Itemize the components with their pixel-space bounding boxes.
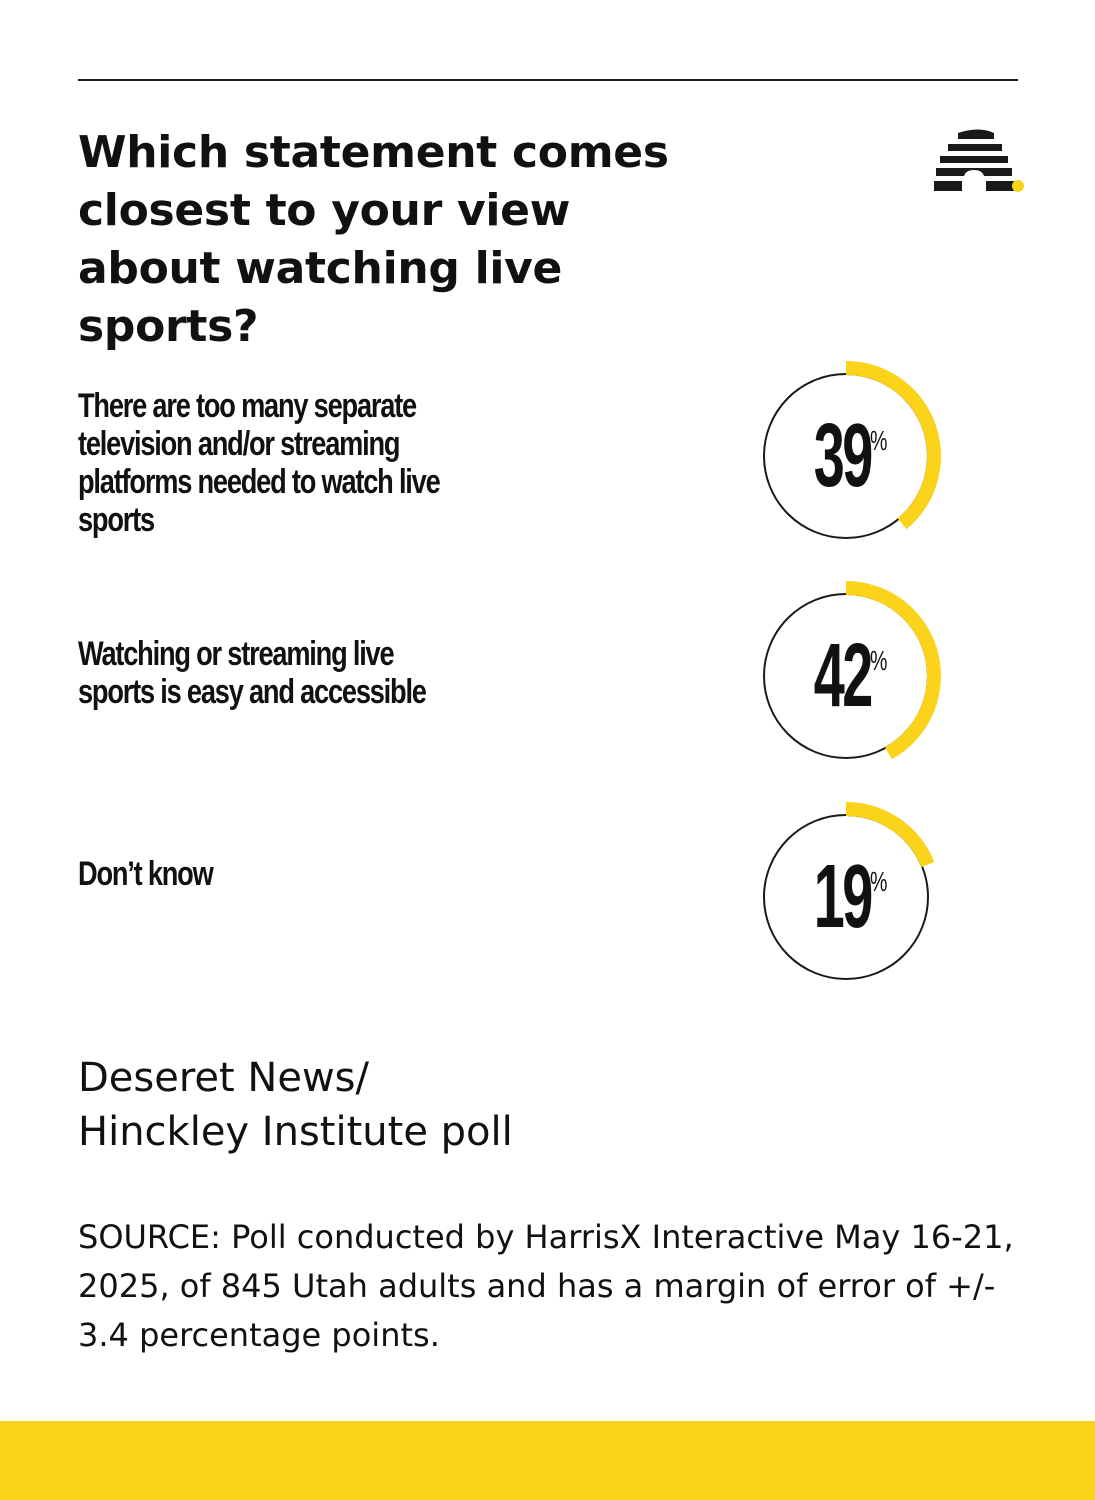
percent-sign-0: % <box>870 425 888 456</box>
percent-sign-1: % <box>870 645 888 676</box>
donut-arc-2 <box>845 802 935 868</box>
beehive-icon <box>934 129 1024 192</box>
percent-value-2: 19 <box>813 847 874 947</box>
donut-1: 42 % <box>746 576 946 776</box>
donut-0: 39 % <box>746 356 946 556</box>
percent-value-0: 39 <box>813 406 874 506</box>
source-note: SOURCE: Poll conducted by HarrisX Intera… <box>78 1218 1014 1354</box>
percent-value-1: 42 <box>813 626 874 726</box>
row-label-1: Watching or streaming live sports is eas… <box>78 635 427 711</box>
page-title: Which statement comes closest to your vi… <box>78 127 669 352</box>
poll-name: Deseret News/ Hinckley Institute poll <box>78 1055 513 1155</box>
donut-arc-0 <box>845 361 941 530</box>
bottom-band <box>0 1421 1095 1500</box>
row-label-0: There are too many separate television a… <box>78 387 441 539</box>
top-rule <box>78 79 1018 81</box>
percent-sign-2: % <box>870 866 888 897</box>
donut-arc-1 <box>845 581 941 760</box>
donut-2: 19 % <box>746 797 946 997</box>
row-label-2: Don’t know <box>78 855 214 893</box>
